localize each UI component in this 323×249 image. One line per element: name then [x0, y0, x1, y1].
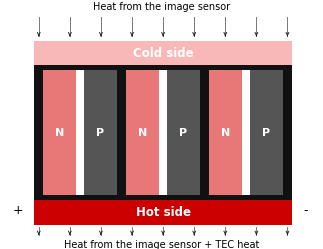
Bar: [34, 41, 292, 65]
Bar: [167, 70, 200, 195]
Text: Hot side: Hot side: [136, 206, 191, 219]
Bar: [34, 200, 292, 225]
Text: N: N: [55, 127, 64, 138]
Bar: [43, 70, 76, 195]
Text: Heat from the image sensor: Heat from the image sensor: [93, 2, 230, 12]
Bar: [34, 195, 292, 200]
Text: N: N: [138, 127, 147, 138]
Text: N: N: [221, 127, 231, 138]
Text: Heat from the image sensor + TEC heat: Heat from the image sensor + TEC heat: [64, 240, 259, 249]
Text: -: -: [303, 204, 307, 217]
Bar: [34, 70, 43, 195]
Bar: [250, 70, 283, 195]
Bar: [84, 70, 117, 195]
Bar: [209, 70, 243, 195]
Bar: [200, 70, 209, 195]
Bar: [76, 70, 84, 195]
Text: +: +: [13, 204, 23, 217]
Text: P: P: [96, 127, 104, 138]
Bar: [159, 70, 167, 195]
Bar: [34, 65, 292, 70]
Text: P: P: [179, 127, 188, 138]
Text: P: P: [263, 127, 271, 138]
Text: Cold side: Cold side: [133, 47, 193, 60]
Bar: [117, 70, 126, 195]
Bar: [243, 70, 250, 195]
Bar: [126, 70, 159, 195]
Bar: [283, 70, 292, 195]
